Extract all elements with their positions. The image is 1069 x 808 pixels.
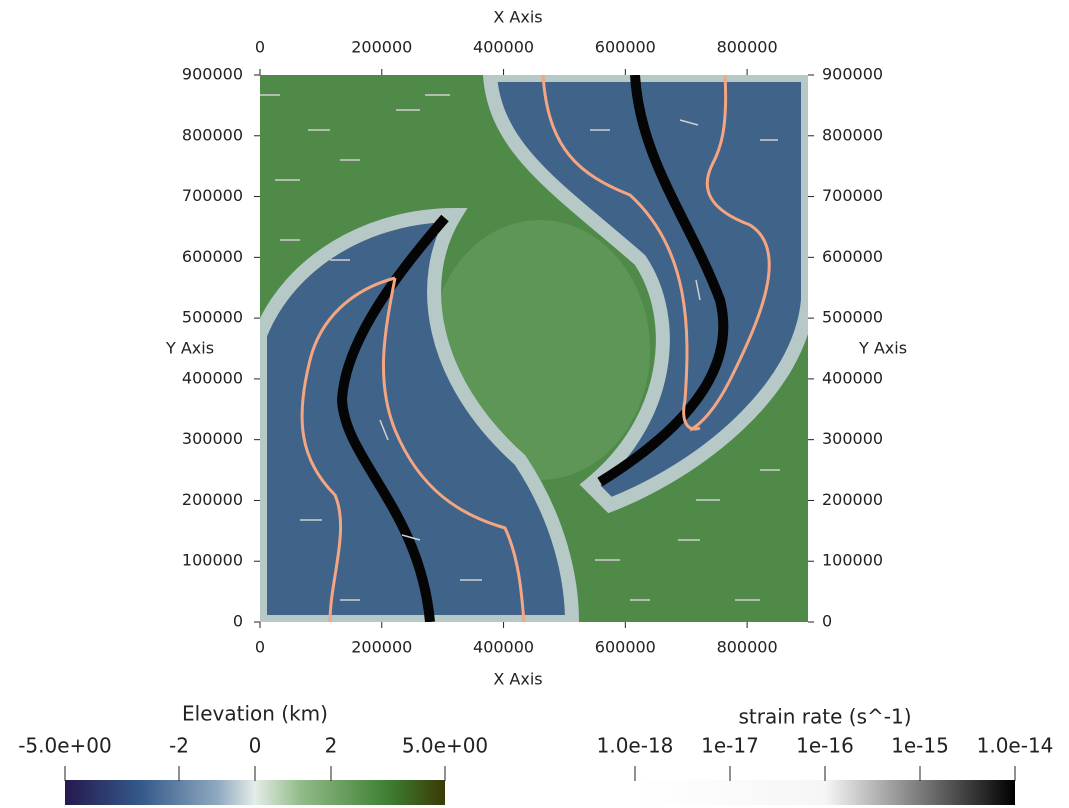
x-tick-label-top: 800000 xyxy=(717,38,778,57)
y-tick-label-right: 200000 xyxy=(822,490,883,509)
y-tick-label-right: 400000 xyxy=(822,368,883,387)
y-tick-label-left: 0 xyxy=(233,612,243,631)
x-tick-label-bottom: 400000 xyxy=(473,638,534,657)
colorbar-tick-label: -2 xyxy=(169,734,189,758)
y-tick-label-left: 900000 xyxy=(182,65,243,84)
y-tick-label-left: 200000 xyxy=(182,490,243,509)
y-tick-label-left: 100000 xyxy=(182,551,243,570)
strain-rate-title: strain rate (s^-1) xyxy=(738,705,911,729)
x-tick-label-top: 0 xyxy=(255,38,265,57)
x-tick-label-bottom: 600000 xyxy=(595,638,656,657)
y-tick-label-right: 100000 xyxy=(822,551,883,570)
x-tick-label-top: 200000 xyxy=(351,38,412,57)
colorbar-tick-label: 1.0e-14 xyxy=(977,734,1054,758)
y-tick-label-left: 400000 xyxy=(182,368,243,387)
y-tick-label-right: 600000 xyxy=(822,247,883,266)
y-tick-label-right: 700000 xyxy=(822,186,883,205)
colorbar-tick-label: 1e-15 xyxy=(891,734,949,758)
colorbar-tick-label: 1.0e-18 xyxy=(597,734,674,758)
x-tick-label-bottom: 200000 xyxy=(351,638,412,657)
strain-colorbar xyxy=(635,780,1015,805)
x-axis-title-bottom: X Axis xyxy=(493,670,542,689)
y-tick-label-left: 300000 xyxy=(182,429,243,448)
field xyxy=(260,75,808,622)
y-axis-title-right: Y Axis xyxy=(858,339,907,358)
y-tick-label-left: 700000 xyxy=(182,186,243,205)
x-tick-label-top: 400000 xyxy=(473,38,534,57)
y-tick-label-left: 600000 xyxy=(182,247,243,266)
y-tick-label-left: 500000 xyxy=(182,308,243,327)
y-tick-label-left: 800000 xyxy=(182,125,243,144)
y-tick-label-right: 300000 xyxy=(822,429,883,448)
colorbar-tick-label: 1e-16 xyxy=(796,734,854,758)
x-tick-label-top: 600000 xyxy=(595,38,656,57)
colorbar-tick-label: 2 xyxy=(325,734,338,758)
colorbar-tick-label: 0 xyxy=(249,734,262,758)
x-tick-label-bottom: 800000 xyxy=(717,638,778,657)
colorbar-tick-label: 1e-17 xyxy=(701,734,759,758)
y-tick-label-right: 0 xyxy=(822,612,832,631)
elevation-colorbar xyxy=(65,780,445,805)
elevation-title: Elevation (km) xyxy=(182,702,328,726)
colorbar-tick-label: 5.0e+00 xyxy=(402,734,488,758)
y-tick-label-right: 900000 xyxy=(822,65,883,84)
y-tick-label-right: 800000 xyxy=(822,125,883,144)
colorbar-tick-label: -5.0e+00 xyxy=(18,734,112,758)
y-axis-title-left: Y Axis xyxy=(165,339,214,358)
y-tick-label-right: 500000 xyxy=(822,308,883,327)
x-tick-label-bottom: 0 xyxy=(255,638,265,657)
x-axis-title-top: X Axis xyxy=(493,8,542,27)
